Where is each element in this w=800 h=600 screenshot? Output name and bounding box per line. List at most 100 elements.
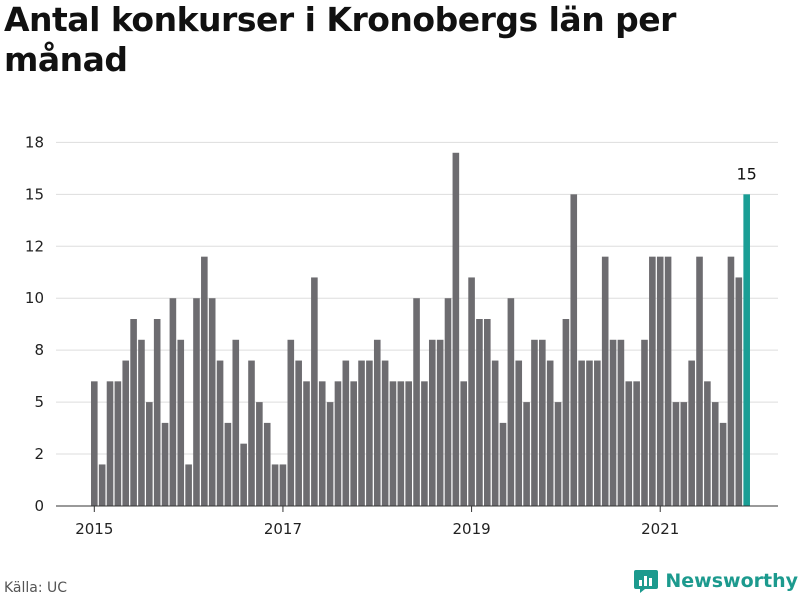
bar [617, 339, 625, 506]
bar [421, 381, 428, 506]
brand-name: Newsworthy [665, 570, 798, 592]
bar [91, 381, 98, 506]
bar [208, 298, 216, 506]
bar [114, 381, 122, 506]
bar [515, 360, 523, 506]
bar [177, 339, 185, 506]
bar [507, 298, 515, 506]
bar [185, 464, 192, 506]
bar [609, 339, 617, 506]
bar [201, 256, 208, 506]
bar [279, 464, 287, 506]
bar [672, 402, 680, 506]
bar [625, 381, 633, 506]
bar [318, 381, 326, 506]
bar [334, 381, 342, 506]
bar [248, 360, 255, 506]
source-note: Källa: UC [4, 580, 68, 596]
bar [326, 402, 334, 506]
bar [389, 381, 397, 506]
bar [594, 360, 601, 506]
bar [727, 256, 735, 506]
bar [381, 360, 389, 506]
bar [397, 381, 405, 506]
bar [428, 339, 436, 506]
bar [256, 402, 263, 506]
x-tick-label: 2015 [75, 520, 113, 538]
bar [169, 298, 177, 506]
bar [649, 256, 656, 506]
bar [476, 319, 483, 506]
bar [633, 381, 640, 506]
y-tick-label: 0 [34, 497, 44, 515]
y-axis: 0 2 5 8 10 12 15 18 [25, 133, 44, 515]
bar [523, 402, 530, 506]
bar [704, 381, 711, 506]
bar [224, 422, 232, 506]
bar [460, 381, 468, 506]
x-tick-label: 2021 [641, 520, 679, 538]
bar-highlight [743, 194, 750, 507]
bar [405, 381, 412, 506]
bar [680, 402, 688, 506]
brand[interactable]: Newsworthy [633, 568, 798, 594]
bar [193, 298, 200, 506]
bar [436, 339, 444, 506]
bar [271, 464, 279, 506]
bar [232, 339, 240, 506]
bar [106, 381, 114, 506]
bar [570, 194, 578, 507]
bar [641, 339, 648, 506]
bar [122, 360, 130, 506]
bar [452, 152, 460, 506]
bar [444, 298, 452, 506]
bar [161, 422, 169, 506]
x-axis: 2015 2017 2019 2021 [75, 506, 679, 538]
bar [373, 339, 381, 506]
bar [688, 360, 695, 506]
bar [303, 381, 310, 506]
bar [664, 256, 672, 506]
bar [711, 402, 719, 506]
bar [216, 360, 224, 506]
y-tick-label: 5 [34, 393, 44, 411]
y-tick-label: 2 [34, 445, 44, 463]
bar [263, 422, 271, 506]
y-tick-label: 12 [25, 237, 44, 255]
bar [554, 402, 562, 506]
bar [735, 277, 743, 506]
chart-title: Antal konkurser i Kronobergs län per mån… [4, 0, 676, 79]
bar [539, 339, 546, 506]
bar [240, 443, 247, 506]
bar [366, 360, 373, 506]
bar [546, 360, 554, 506]
y-tick-label: 18 [25, 133, 44, 151]
bar [342, 360, 350, 506]
bar [358, 360, 365, 506]
bar [138, 339, 145, 506]
bar [484, 319, 491, 506]
bar-chart-bubble-icon [634, 570, 659, 593]
bar [287, 339, 295, 506]
bar [491, 360, 499, 506]
bar [413, 298, 420, 506]
bar [146, 402, 153, 506]
bar [130, 319, 137, 506]
annotation-label: 15 [737, 164, 757, 183]
bar [562, 319, 570, 506]
bar [499, 422, 507, 506]
bar [295, 360, 302, 506]
x-tick-label: 2017 [264, 520, 302, 538]
bar [696, 256, 703, 506]
bar [719, 422, 727, 506]
y-tick-label: 8 [34, 341, 44, 359]
bar [98, 464, 106, 506]
bar [601, 256, 609, 506]
bar [468, 277, 475, 506]
bar [531, 339, 538, 506]
bar [350, 381, 357, 506]
bar [656, 256, 664, 506]
y-tick-label: 10 [25, 289, 44, 307]
bar [586, 360, 593, 506]
